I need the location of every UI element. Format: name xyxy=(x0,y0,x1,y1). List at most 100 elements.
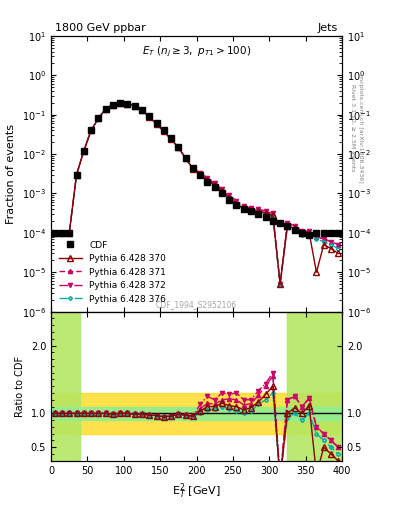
Pythia 6.428 372 xyxy=(234,198,239,204)
Pythia 6.428 376 xyxy=(336,245,341,251)
Pythia 6.428 370 xyxy=(336,250,341,257)
Pythia 6.428 371 xyxy=(162,128,166,134)
Pythia 6.428 371 xyxy=(212,181,217,187)
CDF xyxy=(299,230,304,236)
Pythia 6.428 376 xyxy=(212,182,217,188)
Pythia 6.428 371 xyxy=(154,121,159,127)
Pythia 6.428 370 xyxy=(198,171,202,177)
Pythia 6.428 376 xyxy=(110,102,115,108)
Pythia 6.428 370 xyxy=(183,155,188,161)
Text: $E_T\ (n_j \geq 3,\ p_{T1}>100)$: $E_T\ (n_j \geq 3,\ p_{T1}>100)$ xyxy=(142,44,251,58)
Pythia 6.428 376 xyxy=(103,106,108,112)
CDF xyxy=(162,127,166,134)
Bar xyxy=(51,312,80,461)
Pythia 6.428 372 xyxy=(103,106,108,112)
Pythia 6.428 376 xyxy=(234,202,239,208)
Pythia 6.428 371 xyxy=(103,106,108,112)
CDF xyxy=(321,230,326,236)
CDF xyxy=(314,230,319,236)
Pythia 6.428 372 xyxy=(299,228,304,234)
Pythia 6.428 371 xyxy=(74,172,79,178)
Pythia 6.428 371 xyxy=(89,127,94,134)
Pythia 6.428 372 xyxy=(191,165,195,172)
Y-axis label: Ratio to CDF: Ratio to CDF xyxy=(15,356,25,417)
Pythia 6.428 370 xyxy=(74,172,79,178)
Pythia 6.428 372 xyxy=(198,169,202,176)
CDF xyxy=(118,100,123,106)
CDF xyxy=(125,100,130,106)
Pythia 6.428 370 xyxy=(329,245,333,251)
CDF xyxy=(249,208,253,215)
Pythia 6.428 370 xyxy=(140,108,144,114)
Pythia 6.428 370 xyxy=(118,100,123,106)
Pythia 6.428 371 xyxy=(176,144,181,151)
Pythia 6.428 372 xyxy=(307,228,312,234)
Line: Pythia 6.428 372: Pythia 6.428 372 xyxy=(53,101,340,286)
Pythia 6.428 371 xyxy=(292,223,297,229)
Pythia 6.428 370 xyxy=(220,188,224,194)
Pythia 6.428 372 xyxy=(60,230,64,236)
Pythia 6.428 376 xyxy=(52,230,57,236)
Pythia 6.428 372 xyxy=(336,242,341,248)
CDF xyxy=(256,211,261,217)
CDF xyxy=(212,183,217,189)
Pythia 6.428 371 xyxy=(52,230,57,236)
Pythia 6.428 370 xyxy=(103,106,108,112)
Pythia 6.428 370 xyxy=(256,208,261,215)
Pythia 6.428 376 xyxy=(176,144,181,151)
Pythia 6.428 370 xyxy=(307,230,312,236)
Pythia 6.428 372 xyxy=(118,100,123,106)
Pythia 6.428 376 xyxy=(278,281,283,287)
CDF xyxy=(191,165,195,171)
Pythia 6.428 370 xyxy=(110,102,115,108)
CDF xyxy=(285,223,290,229)
Pythia 6.428 376 xyxy=(89,127,94,134)
Pythia 6.428 370 xyxy=(299,230,304,236)
Pythia 6.428 371 xyxy=(118,100,123,106)
Pythia 6.428 371 xyxy=(125,100,130,106)
Pythia 6.428 372 xyxy=(132,103,137,109)
Pythia 6.428 370 xyxy=(162,128,166,134)
Pythia 6.428 372 xyxy=(176,144,181,151)
CDF xyxy=(81,148,86,154)
Pythia 6.428 376 xyxy=(227,195,231,201)
Pythia 6.428 372 xyxy=(205,175,210,181)
Pythia 6.428 371 xyxy=(110,102,115,108)
Pythia 6.428 372 xyxy=(67,230,72,236)
Pythia 6.428 370 xyxy=(191,165,195,172)
Pythia 6.428 376 xyxy=(147,114,152,120)
CDF xyxy=(52,230,57,236)
Pythia 6.428 371 xyxy=(198,170,202,177)
Pythia 6.428 370 xyxy=(234,201,239,207)
Pythia 6.428 371 xyxy=(307,228,312,234)
Pythia 6.428 371 xyxy=(60,230,64,236)
Pythia 6.428 376 xyxy=(74,172,79,178)
Pythia 6.428 371 xyxy=(270,210,275,217)
Pythia 6.428 376 xyxy=(285,224,290,230)
Pythia 6.428 372 xyxy=(81,148,86,154)
Pythia 6.428 372 xyxy=(321,236,326,242)
CDF xyxy=(336,230,341,236)
Pythia 6.428 376 xyxy=(169,136,173,142)
Pythia 6.428 370 xyxy=(292,225,297,231)
CDF xyxy=(227,197,231,203)
Pythia 6.428 370 xyxy=(278,281,283,287)
Pythia 6.428 371 xyxy=(147,114,152,120)
Pythia 6.428 372 xyxy=(110,102,115,108)
Line: Pythia 6.428 370: Pythia 6.428 370 xyxy=(52,100,341,287)
Pythia 6.428 371 xyxy=(140,108,144,114)
X-axis label: E$^2_T$ [GeV]: E$^2_T$ [GeV] xyxy=(172,481,221,501)
Pythia 6.428 376 xyxy=(162,128,166,134)
Pythia 6.428 376 xyxy=(329,242,333,248)
Text: mcplots.cern.ch [arXiv:1306.3436]: mcplots.cern.ch [arXiv:1306.3436] xyxy=(358,74,363,182)
Pythia 6.428 372 xyxy=(52,230,57,236)
Legend: CDF, Pythia 6.428 370, Pythia 6.428 371, Pythia 6.428 372, Pythia 6.428 376: CDF, Pythia 6.428 370, Pythia 6.428 371,… xyxy=(55,237,169,307)
Pythia 6.428 372 xyxy=(140,108,144,114)
CDF xyxy=(169,135,173,141)
Pythia 6.428 376 xyxy=(299,231,304,238)
Bar xyxy=(51,312,80,461)
Pythia 6.428 376 xyxy=(321,239,326,245)
CDF xyxy=(154,120,159,126)
Pythia 6.428 370 xyxy=(227,195,231,201)
Pythia 6.428 376 xyxy=(198,172,202,178)
